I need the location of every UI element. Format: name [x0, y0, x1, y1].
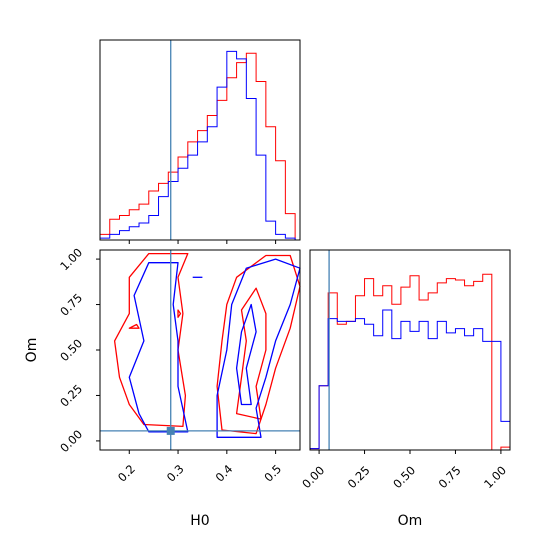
contour-blue-1	[216, 258, 301, 438]
contour-red-1	[216, 254, 301, 435]
h0-histogram-panel	[99, 39, 301, 244]
contour-ytick-label-2: 0.50	[57, 336, 85, 364]
contour-frame	[99, 249, 301, 451]
h0-hist-series-blue	[99, 50, 296, 240]
contour-ytick-label-3: 0.75	[57, 291, 85, 319]
contour-xtick-label-0: 0.2	[115, 462, 138, 485]
contour-y-ticks: 0.00 0.25 0.50 0.75 1.00	[57, 245, 100, 455]
contour-red-3	[128, 323, 140, 329]
om-xtick-label-0: 0.00	[299, 463, 327, 491]
contour-blue-2	[235, 303, 257, 406]
contour-ytick-label-0: 0.00	[57, 427, 85, 455]
om-hist-series-red	[309, 273, 511, 451]
om-histogram-series	[309, 250, 511, 451]
y-axis-label-om: Om	[24, 338, 40, 363]
om-xtick-label-2: 0.50	[390, 463, 418, 491]
om-xtick-label-3: 0.75	[436, 463, 464, 491]
om-histogram-panel: 0.00 0.25 0.50 0.75 1.00 Om	[299, 249, 511, 529]
om-xtick-label-1: 0.25	[345, 463, 373, 491]
contour-ytick-label-1: 0.25	[57, 382, 85, 410]
x-axis-label-om: Om	[398, 513, 423, 529]
contour-red-4	[177, 309, 182, 318]
h0-histogram-ticks	[128, 240, 277, 244]
om-histogram-x-ticks: 0.00 0.25 0.50 0.75 1.00	[299, 450, 509, 491]
x-axis-label-h0: H0	[190, 513, 209, 529]
contour-series	[100, 250, 301, 450]
contour-red-2	[235, 287, 267, 420]
contour-xtick-label-3: 0.5	[261, 462, 284, 485]
contour-xtick-label-2: 0.4	[213, 462, 236, 485]
contour-blue-0	[128, 262, 189, 433]
h0-hist-series-red	[99, 52, 296, 240]
contour-x-ticks: 0.2 0.3 0.4 0.5	[115, 450, 284, 485]
h0-histogram-frame	[99, 39, 301, 241]
contour-panel: 0.2 0.3 0.4 0.5 0.00 0.25 0.50 0.75 1.00 H0 Om	[24, 245, 301, 529]
contour-ytick-label-4: 1.00	[57, 245, 85, 273]
om-xtick-label-4: 1.00	[481, 463, 509, 491]
contour-red-0	[113, 252, 189, 428]
h0-histogram-series	[99, 40, 296, 240]
om-hist-series-blue	[309, 309, 511, 450]
contour-xtick-label-1: 0.3	[164, 462, 187, 485]
truth-marker	[166, 426, 175, 435]
